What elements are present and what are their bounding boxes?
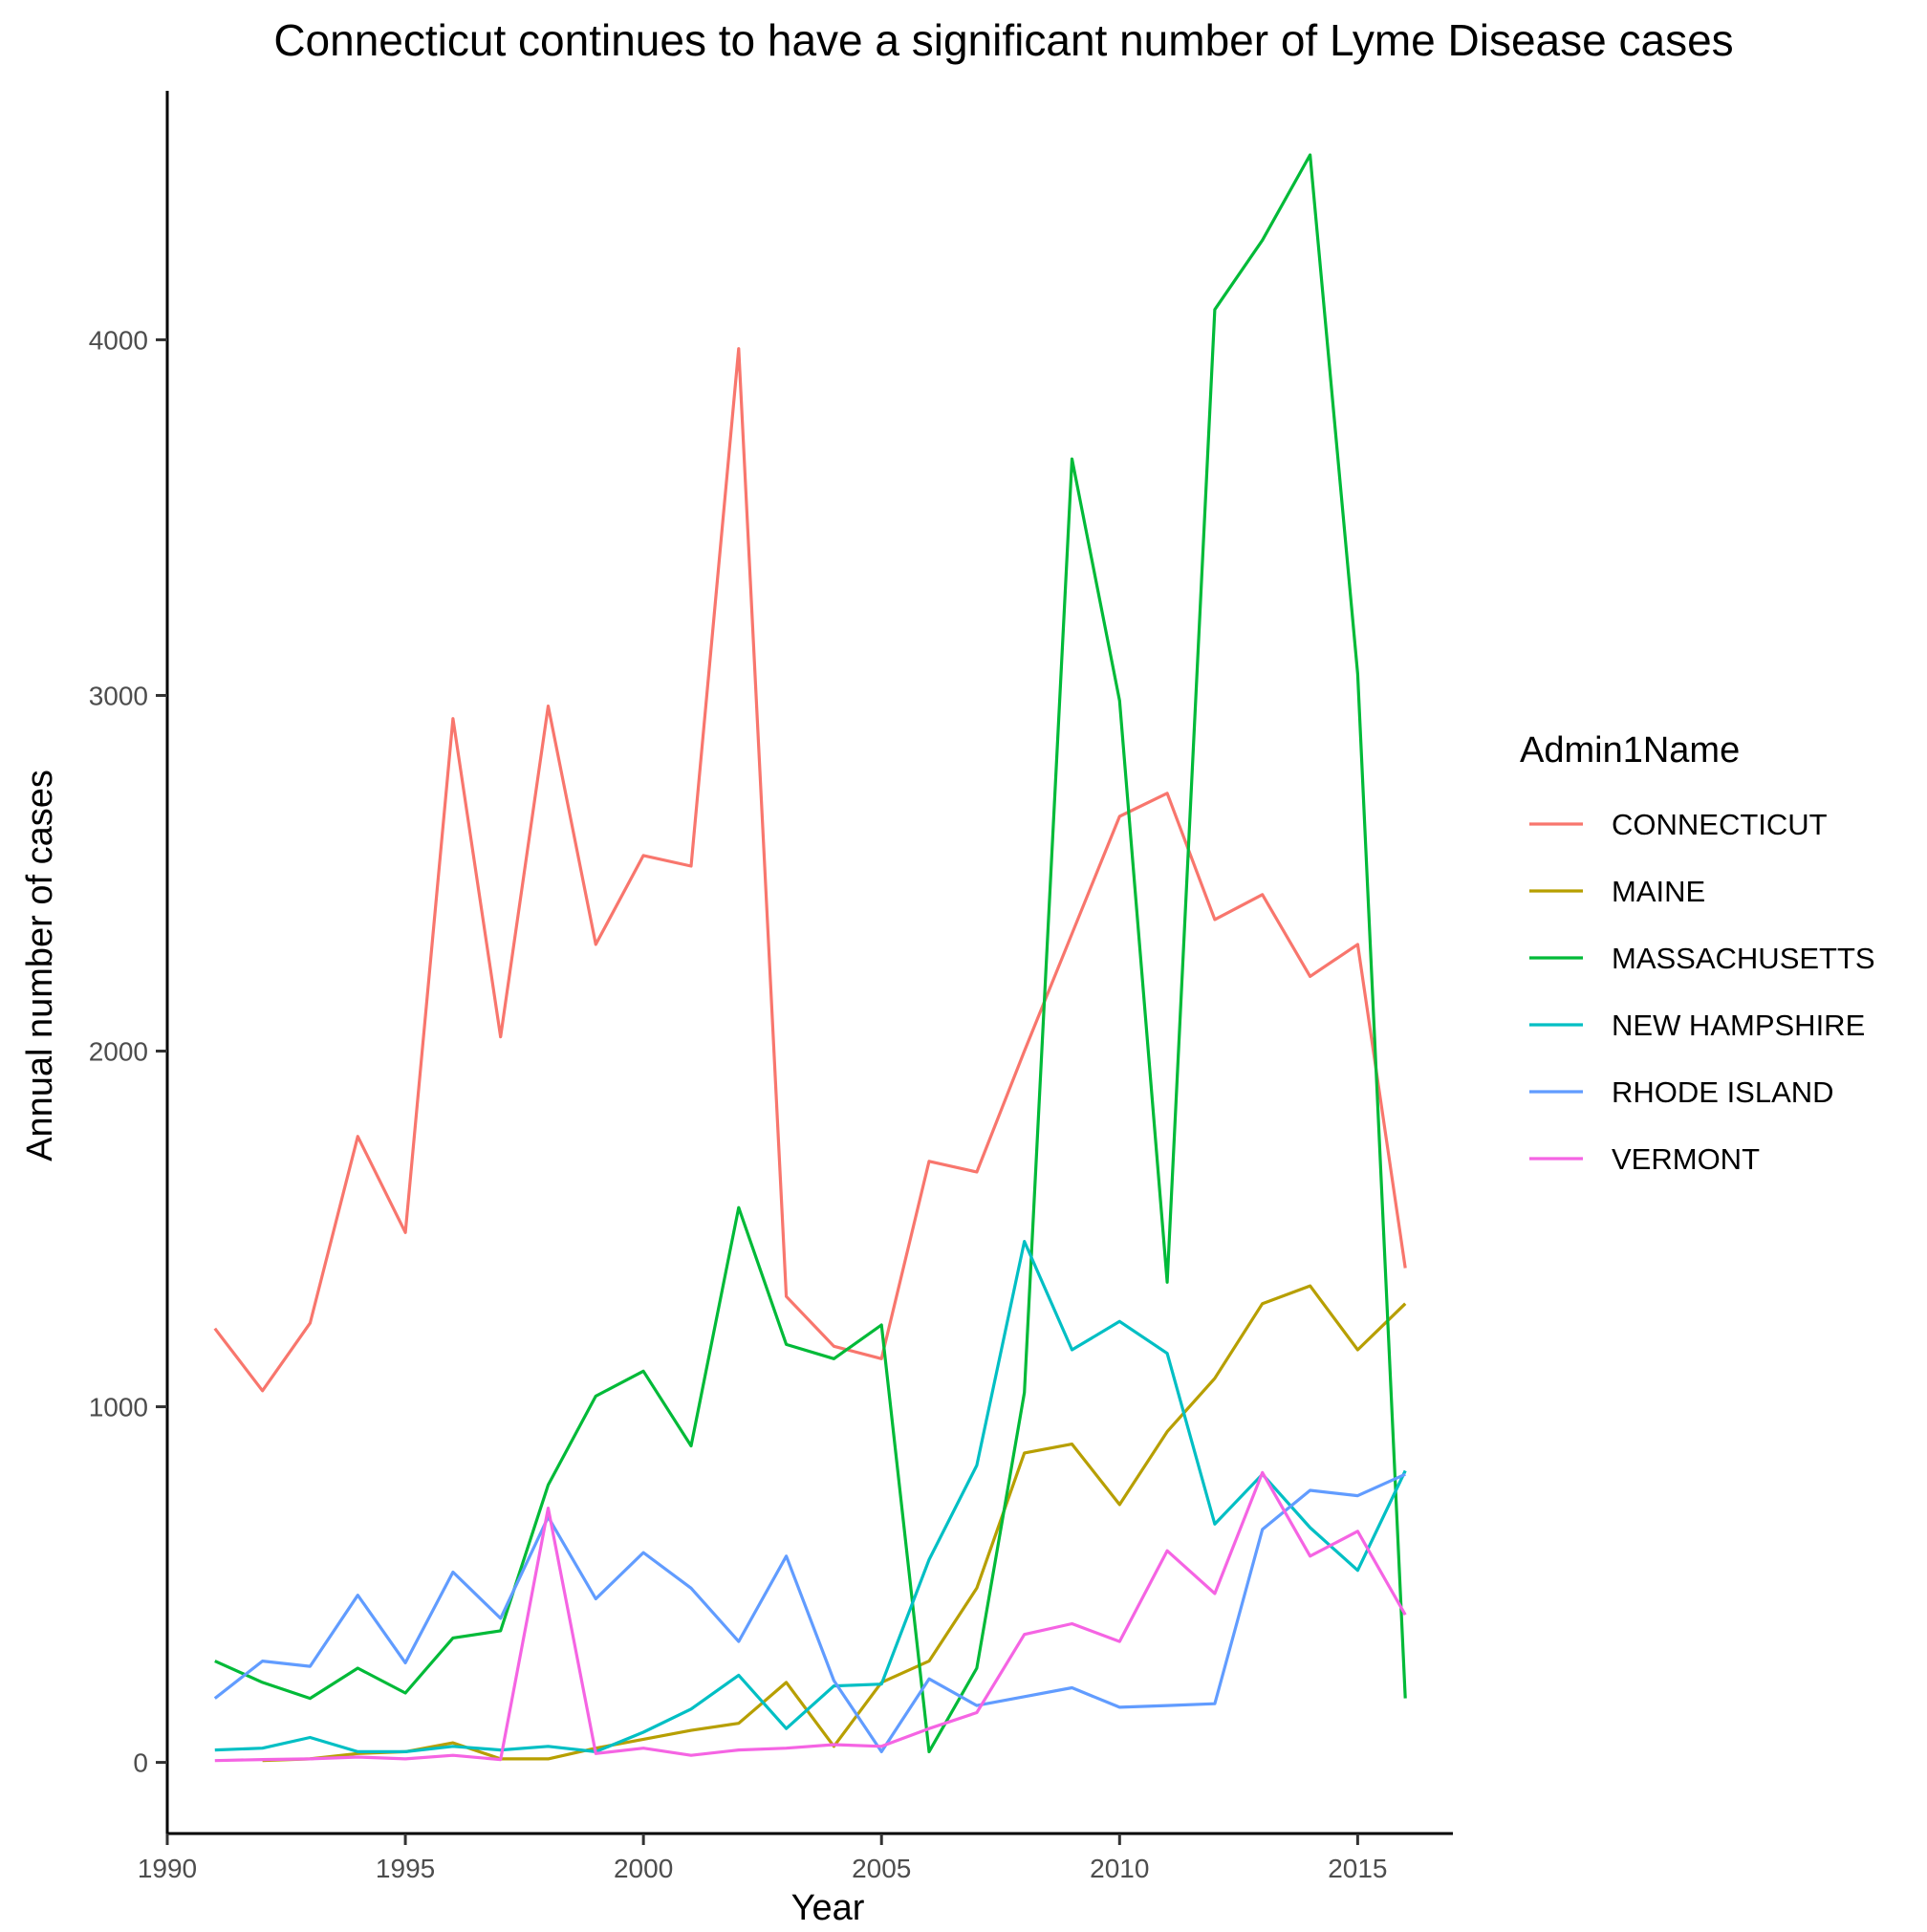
legend-label-connecticut: CONNECTICUT — [1612, 808, 1828, 841]
legend-label-maine: MAINE — [1612, 875, 1705, 908]
legend-label-rhode-island: RHODE ISLAND — [1612, 1075, 1834, 1109]
series-line-connecticut — [213, 347, 1407, 1393]
x-axis-ticks: 1990 1995 2000 2005 2010 2015 — [138, 1834, 1388, 1883]
plot-area — [213, 153, 1407, 1763]
legend-label-massachusetts: MASSACHUSETTS — [1612, 942, 1875, 975]
legend-items: CONNECTICUT MAINE MASSACHUSETTS NEW HAMPSHI… — [1529, 808, 1875, 1176]
y-axis-ticks: 0 1000 2000 3000 4000 — [89, 325, 167, 1778]
x-tick-label: 2005 — [852, 1854, 911, 1883]
y-tick-label: 1000 — [89, 1393, 148, 1422]
x-tick-label: 2000 — [614, 1854, 673, 1883]
x-tick-label: 1990 — [138, 1854, 197, 1883]
series-line-new-hampshire — [214, 1239, 1407, 1754]
y-tick-label: 0 — [133, 1748, 148, 1778]
x-axis-title: Year — [791, 1888, 865, 1927]
legend: Admin1Name CONNECTICUT MAINE MASSACHUSETTS… — [1520, 730, 1875, 1176]
series-line-massachusetts — [214, 153, 1407, 1754]
chart-title: Connecticut continues to have a signific… — [273, 15, 1733, 65]
x-tick-label: 2015 — [1328, 1854, 1387, 1883]
x-tick-label: 2010 — [1090, 1854, 1149, 1883]
legend-label-new-hampshire: NEW HAMPSHIRE — [1612, 1009, 1865, 1042]
legend-label-vermont: VERMONT — [1612, 1142, 1760, 1176]
series-line-maine — [262, 1284, 1407, 1763]
y-tick-label: 3000 — [89, 681, 148, 710]
y-axis-title: Annual number of cases — [20, 770, 60, 1161]
y-tick-label: 4000 — [89, 325, 148, 355]
y-tick-label: 2000 — [89, 1037, 148, 1067]
x-tick-label: 1995 — [376, 1854, 435, 1883]
series-line-vermont — [214, 1470, 1407, 1763]
legend-title: Admin1Name — [1520, 730, 1740, 771]
series-line-rhode-island — [213, 1472, 1406, 1754]
axes — [165, 91, 1453, 1835]
